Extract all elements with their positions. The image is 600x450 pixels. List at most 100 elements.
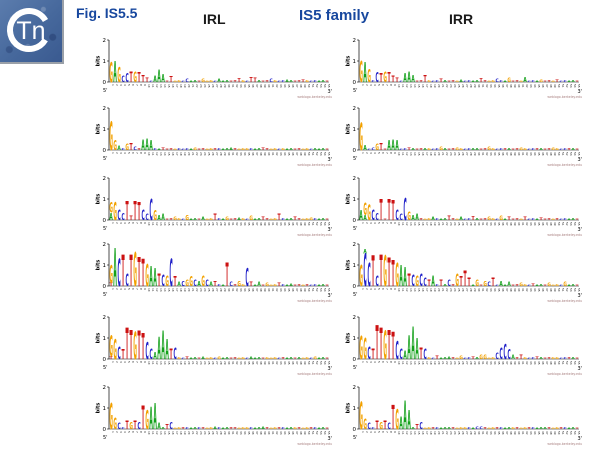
svg-text:A: A: [317, 80, 321, 82]
svg-text:C: C: [133, 147, 137, 152]
svg-text:G: G: [555, 284, 559, 287]
svg-text:45: 45: [537, 288, 541, 292]
svg-text:41: 41: [271, 222, 275, 226]
column-header-irr: IRR: [449, 11, 474, 27]
svg-text:49: 49: [553, 431, 557, 435]
svg-text:C: C: [423, 346, 427, 363]
svg-text:29: 29: [223, 288, 227, 292]
svg-text:25: 25: [457, 152, 461, 156]
svg-text:17: 17: [425, 361, 429, 365]
svg-text:T: T: [325, 428, 329, 430]
svg-text:C: C: [463, 80, 467, 82]
svg-text:39: 39: [513, 84, 517, 88]
svg-text:22: 22: [195, 84, 199, 88]
svg-text:34: 34: [493, 222, 497, 226]
svg-text:8: 8: [139, 431, 143, 433]
svg-text:T: T: [395, 77, 399, 84]
svg-text:weblogo.berkeley.edu: weblogo.berkeley.edu: [547, 442, 582, 446]
svg-text:A: A: [411, 317, 415, 370]
svg-text:A: A: [161, 212, 165, 222]
svg-text:3: 3: [369, 288, 373, 290]
svg-text:19: 19: [183, 288, 187, 292]
svg-text:21: 21: [191, 431, 195, 435]
svg-text:47: 47: [295, 431, 299, 435]
svg-text:55: 55: [327, 222, 331, 226]
svg-text:T: T: [419, 344, 423, 363]
svg-text:A: A: [189, 218, 193, 220]
svg-text:47: 47: [545, 222, 549, 226]
svg-text:5': 5': [353, 88, 358, 94]
svg-text:C: C: [527, 80, 531, 82]
svg-text:54: 54: [323, 431, 327, 435]
svg-text:52: 52: [315, 84, 319, 88]
svg-text:G: G: [423, 427, 427, 430]
svg-text:53: 53: [569, 222, 573, 226]
svg-text:G: G: [427, 218, 431, 221]
svg-text:G: G: [201, 79, 205, 84]
svg-text:25: 25: [207, 222, 211, 226]
svg-text:5: 5: [127, 431, 131, 433]
svg-text:50: 50: [557, 152, 561, 156]
svg-text:T: T: [169, 148, 173, 151]
svg-text:C: C: [181, 80, 185, 82]
svg-text:G: G: [209, 148, 213, 151]
svg-text:G: G: [313, 356, 317, 360]
svg-text:bits: bits: [96, 124, 102, 135]
svg-text:A: A: [567, 218, 571, 220]
svg-text:34: 34: [243, 84, 247, 88]
svg-text:G: G: [305, 427, 309, 430]
svg-text:27: 27: [465, 288, 469, 292]
svg-text:45: 45: [537, 361, 541, 365]
svg-text:7: 7: [385, 431, 389, 433]
svg-text:C: C: [403, 194, 407, 229]
svg-text:C: C: [121, 210, 125, 222]
svg-text:3': 3': [577, 366, 582, 372]
svg-text:30: 30: [227, 288, 231, 292]
svg-text:12: 12: [155, 84, 159, 88]
svg-text:36: 36: [251, 288, 255, 292]
svg-text:26: 26: [461, 361, 465, 365]
svg-text:34: 34: [243, 222, 247, 226]
svg-text:A: A: [431, 217, 436, 222]
svg-text:2: 2: [353, 385, 357, 391]
svg-text:C: C: [249, 148, 253, 151]
svg-text:C: C: [309, 357, 313, 359]
svg-text:14: 14: [163, 152, 167, 156]
svg-text:bits: bits: [96, 194, 102, 205]
svg-text:G: G: [209, 80, 213, 83]
svg-text:C: C: [531, 357, 535, 360]
svg-text:G: G: [519, 283, 523, 288]
svg-text:weblogo.berkeley.edu: weblogo.berkeley.edu: [547, 299, 582, 303]
svg-text:47: 47: [545, 361, 549, 365]
svg-text:4: 4: [373, 361, 377, 363]
svg-text:51: 51: [561, 222, 565, 226]
svg-text:T: T: [165, 81, 169, 83]
svg-text:42: 42: [525, 288, 529, 292]
svg-text:9: 9: [393, 361, 397, 363]
sequence-logo-panel: 0 1 2 bits G 1 G 2 A 3 C 4 G 5 T 6 C 7 T 8 A 9 A 10 A 11 C 12 A 13 T 14…: [95, 104, 333, 168]
svg-text:2: 2: [353, 176, 357, 182]
svg-text:53: 53: [569, 288, 573, 292]
svg-text:15: 15: [167, 288, 171, 292]
svg-text:17: 17: [425, 222, 429, 226]
svg-text:6: 6: [381, 431, 385, 433]
svg-text:51: 51: [311, 288, 315, 292]
svg-text:1: 1: [103, 336, 107, 342]
svg-text:T: T: [451, 80, 455, 83]
svg-text:14: 14: [163, 84, 167, 88]
svg-text:7: 7: [135, 84, 139, 86]
svg-text:G: G: [511, 427, 515, 431]
svg-text:8: 8: [139, 361, 143, 363]
svg-text:G: G: [281, 148, 285, 152]
svg-text:1: 1: [361, 288, 365, 290]
svg-text:A: A: [289, 148, 293, 152]
svg-text:T: T: [249, 282, 253, 288]
svg-text:A: A: [253, 284, 257, 286]
svg-text:20: 20: [187, 84, 191, 88]
svg-text:A: A: [403, 264, 407, 293]
svg-text:48: 48: [549, 431, 553, 435]
svg-text:C: C: [527, 148, 531, 150]
svg-text:G: G: [487, 427, 491, 430]
svg-text:T: T: [229, 427, 233, 431]
svg-text:43: 43: [529, 222, 533, 226]
